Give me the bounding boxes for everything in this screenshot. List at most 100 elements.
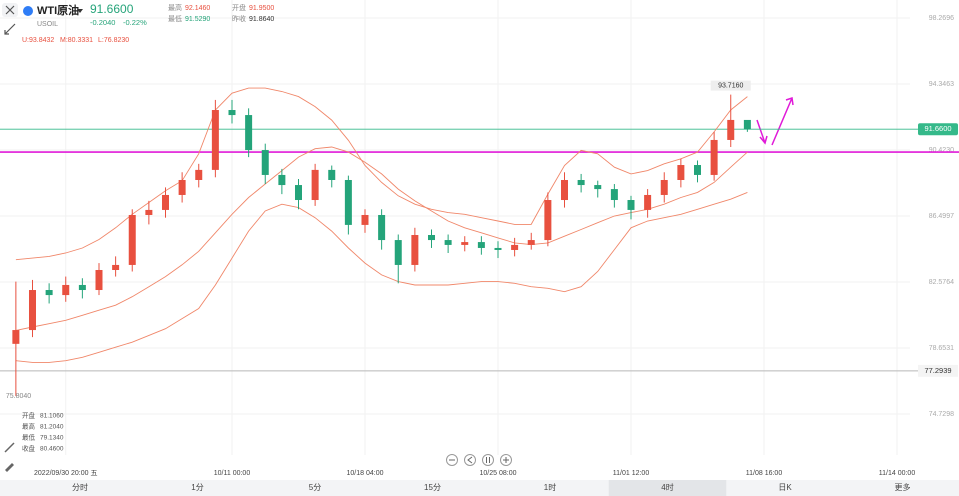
stat-value: 91.9500: [249, 5, 274, 12]
stat-value: 92.1460: [185, 5, 210, 12]
candle-body: [494, 247, 502, 250]
change-pct: -0.22%: [123, 18, 147, 27]
x-tick-label: 11/08 16:00: [746, 470, 783, 477]
info-value: 80.4600: [40, 446, 64, 453]
indicator-middle: M:80.3331: [60, 37, 93, 44]
drawn-arrow: [756, 119, 768, 145]
candle-body: [660, 179, 668, 195]
candle-body: [577, 179, 585, 186]
stat-label: 开盘: [232, 3, 246, 12]
timeframe[interactable]: 分时: [72, 482, 88, 492]
price-tag: [918, 123, 958, 136]
symbol[interactable]: WTI原油: [37, 3, 79, 17]
symbol-code: USOIL: [37, 21, 58, 28]
stat-label: 最低: [168, 14, 182, 23]
symbol-dropdown[interactable]: [77, 9, 83, 13]
y-tick-label: 90.4230: [929, 147, 954, 154]
candle-body: [245, 115, 253, 151]
stat-value: 91.8640: [249, 16, 274, 23]
y-tick-label: 82.5764: [929, 279, 954, 286]
stat-value: 91.5290: [185, 16, 210, 23]
candle-body: [627, 200, 635, 210]
pause[interactable]: [482, 454, 494, 466]
candle-body: [378, 214, 386, 241]
price-tag-label: 91.6600: [924, 124, 951, 133]
y-tick-label: 78.6531: [929, 345, 954, 352]
candle-body: [461, 242, 469, 245]
info-value: 81.1060: [40, 413, 64, 420]
candle-body: [427, 235, 435, 241]
info-value: 81.2040: [40, 424, 64, 431]
timeframe[interactable]: 更多: [895, 482, 911, 492]
candle-body: [128, 214, 136, 265]
stat-label: 昨收: [232, 14, 246, 23]
zoom-controls[interactable]: [446, 454, 512, 466]
indicator-lower: L:76.8230: [98, 37, 129, 44]
candle-body: [195, 169, 203, 180]
candle-body: [693, 165, 701, 175]
candle-body: [727, 119, 735, 140]
candle-body: [211, 110, 219, 170]
candle-body: [311, 169, 319, 201]
stat-label: 最高: [168, 3, 182, 12]
candle-body: [161, 194, 169, 210]
candle-body: [261, 150, 269, 175]
line-tool[interactable]: [4, 442, 15, 453]
timeframe[interactable]: 15分: [424, 483, 441, 492]
max-label: 93.7160: [718, 82, 743, 89]
candle-body: [527, 240, 535, 245]
timeframe-bar: [0, 480, 959, 496]
timeframe[interactable]: 日K: [778, 483, 792, 492]
bollinger-band: [15, 87, 748, 261]
candle-body: [112, 264, 120, 270]
candle-body: [610, 189, 618, 201]
candle-body: [411, 235, 419, 265]
x-tick-label: 11/14 00:00: [879, 470, 916, 477]
drawn-arrow: [771, 97, 794, 146]
y-tick-label: 74.7298: [929, 411, 954, 418]
candle-body: [228, 110, 236, 116]
candle-body: [95, 269, 103, 291]
x-tick-label: 2022/09/30 20:00 五: [34, 469, 97, 477]
close-icon: [5, 5, 15, 15]
info-label: 最低: [22, 433, 36, 442]
candle-body: [477, 242, 485, 248]
candle-body: [344, 179, 352, 225]
max-tag: [710, 80, 751, 91]
candle-body: [594, 185, 602, 190]
info-value: 79.1340: [40, 435, 64, 442]
ref-tag: [918, 364, 958, 377]
candle-body: [394, 240, 402, 265]
timeframe-selected: [608, 480, 727, 496]
timeframe[interactable]: 5分: [309, 483, 321, 492]
y-tick-label: 86.4997: [929, 213, 954, 220]
candle-body: [278, 174, 286, 186]
expand-icon[interactable]: [4, 23, 16, 35]
candle-body: [145, 209, 153, 215]
candle-body: [743, 119, 751, 130]
change: -0.2040: [90, 18, 115, 27]
bollinger-band: [15, 146, 748, 331]
info-label: 开盘: [22, 411, 36, 420]
timeframe[interactable]: 1时: [544, 482, 556, 492]
timeframe[interactable]: 1分: [191, 483, 203, 492]
candle-body: [560, 179, 568, 201]
x-tick-label: 11/01 12:00: [613, 470, 650, 477]
x-tick-label: 10/25 08:00: [480, 470, 517, 477]
timeframe[interactable]: 4时: [661, 482, 673, 492]
pen-tool[interactable]: [5, 463, 14, 472]
ref-tag-label: 77.2939: [924, 366, 951, 375]
bollinger-band: [15, 191, 748, 363]
candle-body: [178, 179, 186, 195]
info-label: 最高: [22, 422, 36, 431]
indicator-upper: U:93.8432: [22, 37, 54, 44]
candle-body: [294, 185, 302, 201]
scroll-left[interactable]: [464, 454, 476, 466]
symbol-badge: [23, 6, 33, 16]
candle-body: [328, 169, 336, 180]
candle-body: [62, 284, 70, 296]
candle-body: [511, 244, 519, 250]
candle-body: [677, 165, 685, 180]
